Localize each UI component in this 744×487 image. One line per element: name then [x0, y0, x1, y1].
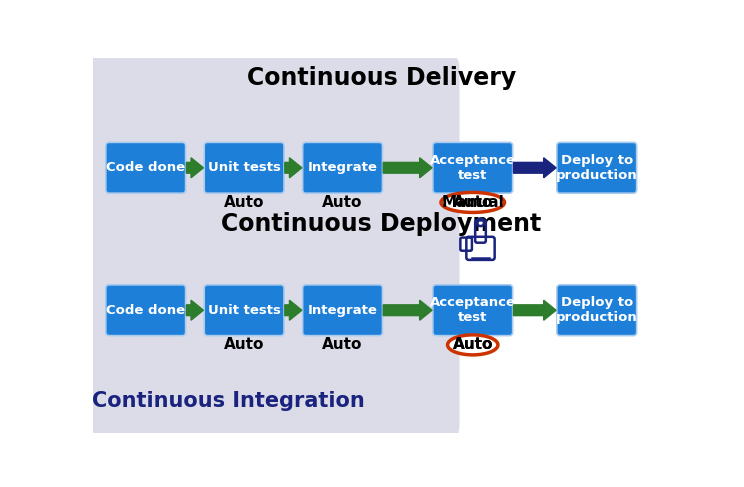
Polygon shape — [383, 158, 432, 178]
Text: Integrate: Integrate — [307, 161, 377, 174]
Text: Acceptance
test: Acceptance test — [430, 296, 516, 324]
Text: Auto: Auto — [224, 195, 264, 210]
FancyBboxPatch shape — [106, 285, 185, 336]
FancyBboxPatch shape — [204, 285, 284, 336]
Text: Auto: Auto — [452, 337, 493, 353]
Ellipse shape — [441, 192, 504, 212]
Polygon shape — [187, 158, 203, 178]
FancyBboxPatch shape — [433, 285, 513, 336]
Text: Auto: Auto — [322, 195, 363, 210]
Polygon shape — [383, 300, 432, 320]
Polygon shape — [513, 300, 556, 320]
Ellipse shape — [448, 335, 498, 355]
Text: Code done: Code done — [106, 304, 185, 317]
Text: Auto: Auto — [452, 195, 493, 210]
Text: Auto: Auto — [452, 337, 493, 353]
Text: Deploy to
production: Deploy to production — [556, 296, 638, 324]
Text: Integrate: Integrate — [307, 304, 377, 317]
FancyBboxPatch shape — [204, 142, 284, 193]
FancyBboxPatch shape — [303, 285, 382, 336]
Text: Code done: Code done — [106, 161, 185, 174]
FancyBboxPatch shape — [106, 142, 185, 193]
FancyBboxPatch shape — [557, 142, 637, 193]
Text: Continuous Deployment: Continuous Deployment — [221, 212, 542, 236]
Text: Auto: Auto — [224, 337, 264, 353]
Polygon shape — [285, 300, 302, 320]
Polygon shape — [285, 158, 302, 178]
FancyBboxPatch shape — [303, 142, 382, 193]
Polygon shape — [187, 300, 203, 320]
Text: Acceptance
test: Acceptance test — [430, 154, 516, 182]
FancyBboxPatch shape — [84, 54, 459, 440]
Text: Unit tests: Unit tests — [208, 161, 280, 174]
Text: Unit tests: Unit tests — [208, 304, 280, 317]
FancyBboxPatch shape — [557, 285, 637, 336]
Text: Manual: Manual — [441, 195, 504, 210]
Text: Continuous Delivery: Continuous Delivery — [247, 66, 516, 90]
Text: Deploy to
production: Deploy to production — [556, 154, 638, 182]
Text: Continuous Integration: Continuous Integration — [92, 391, 365, 411]
Text: Auto: Auto — [322, 337, 363, 353]
Polygon shape — [513, 158, 556, 178]
FancyBboxPatch shape — [433, 142, 513, 193]
